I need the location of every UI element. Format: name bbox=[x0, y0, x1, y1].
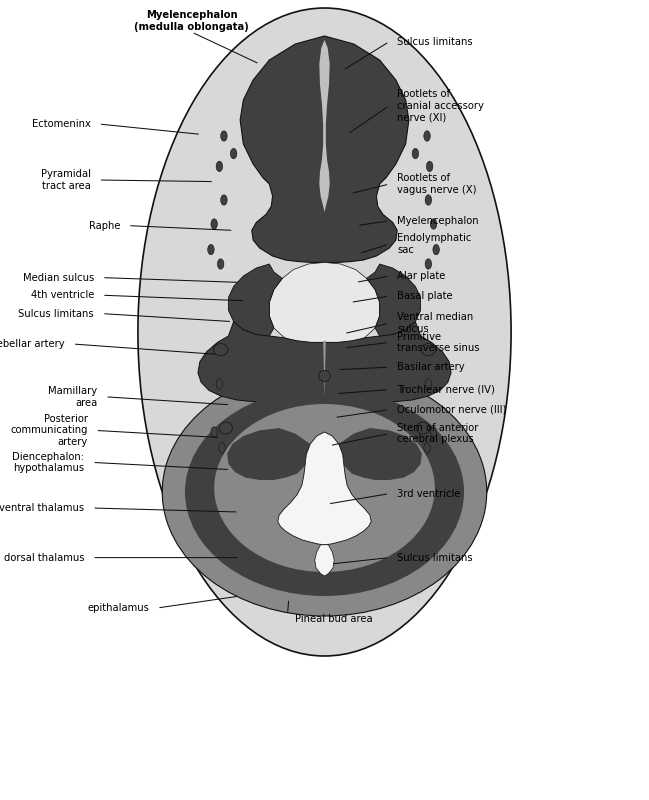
Ellipse shape bbox=[412, 148, 419, 158]
Ellipse shape bbox=[421, 344, 435, 355]
Text: Oculomotor nerve (III): Oculomotor nerve (III) bbox=[397, 405, 507, 414]
Text: Myelencephalon
(medulla oblongata): Myelencephalon (medulla oblongata) bbox=[134, 10, 249, 32]
Ellipse shape bbox=[211, 218, 217, 230]
Polygon shape bbox=[240, 36, 409, 262]
Text: Primitive
transverse sinus: Primitive transverse sinus bbox=[397, 331, 480, 354]
Polygon shape bbox=[269, 262, 380, 344]
Text: Posterior
communicating
artery: Posterior communicating artery bbox=[10, 414, 88, 447]
Ellipse shape bbox=[425, 258, 432, 269]
Text: Trochlear nerve (IV): Trochlear nerve (IV) bbox=[397, 385, 495, 394]
Text: Pineal bud area: Pineal bud area bbox=[295, 614, 373, 624]
Text: epithalamus: epithalamus bbox=[88, 603, 149, 613]
Text: Endolymphatic
sac: Endolymphatic sac bbox=[397, 234, 472, 254]
Ellipse shape bbox=[214, 344, 228, 355]
Text: Basal plate: Basal plate bbox=[397, 291, 453, 301]
Text: Ectomeninx: Ectomeninx bbox=[32, 119, 91, 129]
Text: ventral thalamus: ventral thalamus bbox=[0, 503, 84, 513]
Polygon shape bbox=[198, 322, 451, 402]
Text: Raphe: Raphe bbox=[88, 221, 120, 230]
Text: Diencephalon:
hypothalamus: Diencephalon: hypothalamus bbox=[12, 451, 84, 474]
Ellipse shape bbox=[417, 422, 430, 434]
Text: Pyramidal
tract area: Pyramidal tract area bbox=[41, 170, 91, 190]
Text: Rootlets of
cranial accessory
nerve (XI): Rootlets of cranial accessory nerve (XI) bbox=[397, 89, 484, 122]
Text: Myelencephalon: Myelencephalon bbox=[397, 216, 479, 226]
Text: dorsal thalamus: dorsal thalamus bbox=[4, 553, 84, 562]
Ellipse shape bbox=[138, 8, 511, 656]
Ellipse shape bbox=[221, 130, 227, 141]
Ellipse shape bbox=[425, 379, 432, 389]
Polygon shape bbox=[228, 264, 282, 336]
Text: Stem of anterior
cerebral plexus: Stem of anterior cerebral plexus bbox=[397, 422, 478, 444]
Ellipse shape bbox=[217, 258, 224, 269]
Ellipse shape bbox=[221, 194, 227, 206]
Polygon shape bbox=[319, 40, 330, 212]
Ellipse shape bbox=[162, 368, 487, 616]
Ellipse shape bbox=[216, 161, 223, 172]
Text: Superior cerebellar artery: Superior cerebellar artery bbox=[0, 339, 65, 349]
Text: Sulcus limitans: Sulcus limitans bbox=[397, 37, 473, 46]
Text: Mamillary
area: Mamillary area bbox=[48, 386, 97, 408]
Polygon shape bbox=[227, 428, 310, 480]
Ellipse shape bbox=[230, 148, 237, 158]
Polygon shape bbox=[367, 264, 421, 336]
Text: Sulcus limitans: Sulcus limitans bbox=[397, 553, 473, 562]
Ellipse shape bbox=[430, 427, 437, 437]
Text: Median sulcus: Median sulcus bbox=[23, 273, 94, 282]
Ellipse shape bbox=[185, 388, 464, 596]
Polygon shape bbox=[323, 341, 326, 398]
Ellipse shape bbox=[211, 427, 217, 437]
Ellipse shape bbox=[424, 130, 430, 141]
Ellipse shape bbox=[430, 218, 437, 230]
Ellipse shape bbox=[433, 245, 439, 255]
Ellipse shape bbox=[426, 161, 433, 172]
Text: Ventral median
sulcus: Ventral median sulcus bbox=[397, 313, 473, 334]
Polygon shape bbox=[278, 432, 371, 545]
Ellipse shape bbox=[319, 370, 330, 382]
Text: 4th ventricle: 4th ventricle bbox=[31, 290, 94, 300]
Polygon shape bbox=[339, 428, 422, 480]
Ellipse shape bbox=[424, 443, 430, 453]
Text: Alar plate: Alar plate bbox=[397, 271, 446, 281]
Ellipse shape bbox=[216, 379, 223, 389]
Text: 3rd ventricle: 3rd ventricle bbox=[397, 489, 461, 498]
Text: Rootlets of
vagus nerve (X): Rootlets of vagus nerve (X) bbox=[397, 174, 476, 194]
Text: Basilar artery: Basilar artery bbox=[397, 362, 465, 372]
Ellipse shape bbox=[208, 245, 214, 255]
Ellipse shape bbox=[219, 443, 225, 453]
Ellipse shape bbox=[214, 404, 435, 572]
Text: Sulcus limitans: Sulcus limitans bbox=[18, 309, 94, 318]
Ellipse shape bbox=[219, 422, 232, 434]
Ellipse shape bbox=[425, 194, 432, 206]
Polygon shape bbox=[315, 545, 334, 576]
